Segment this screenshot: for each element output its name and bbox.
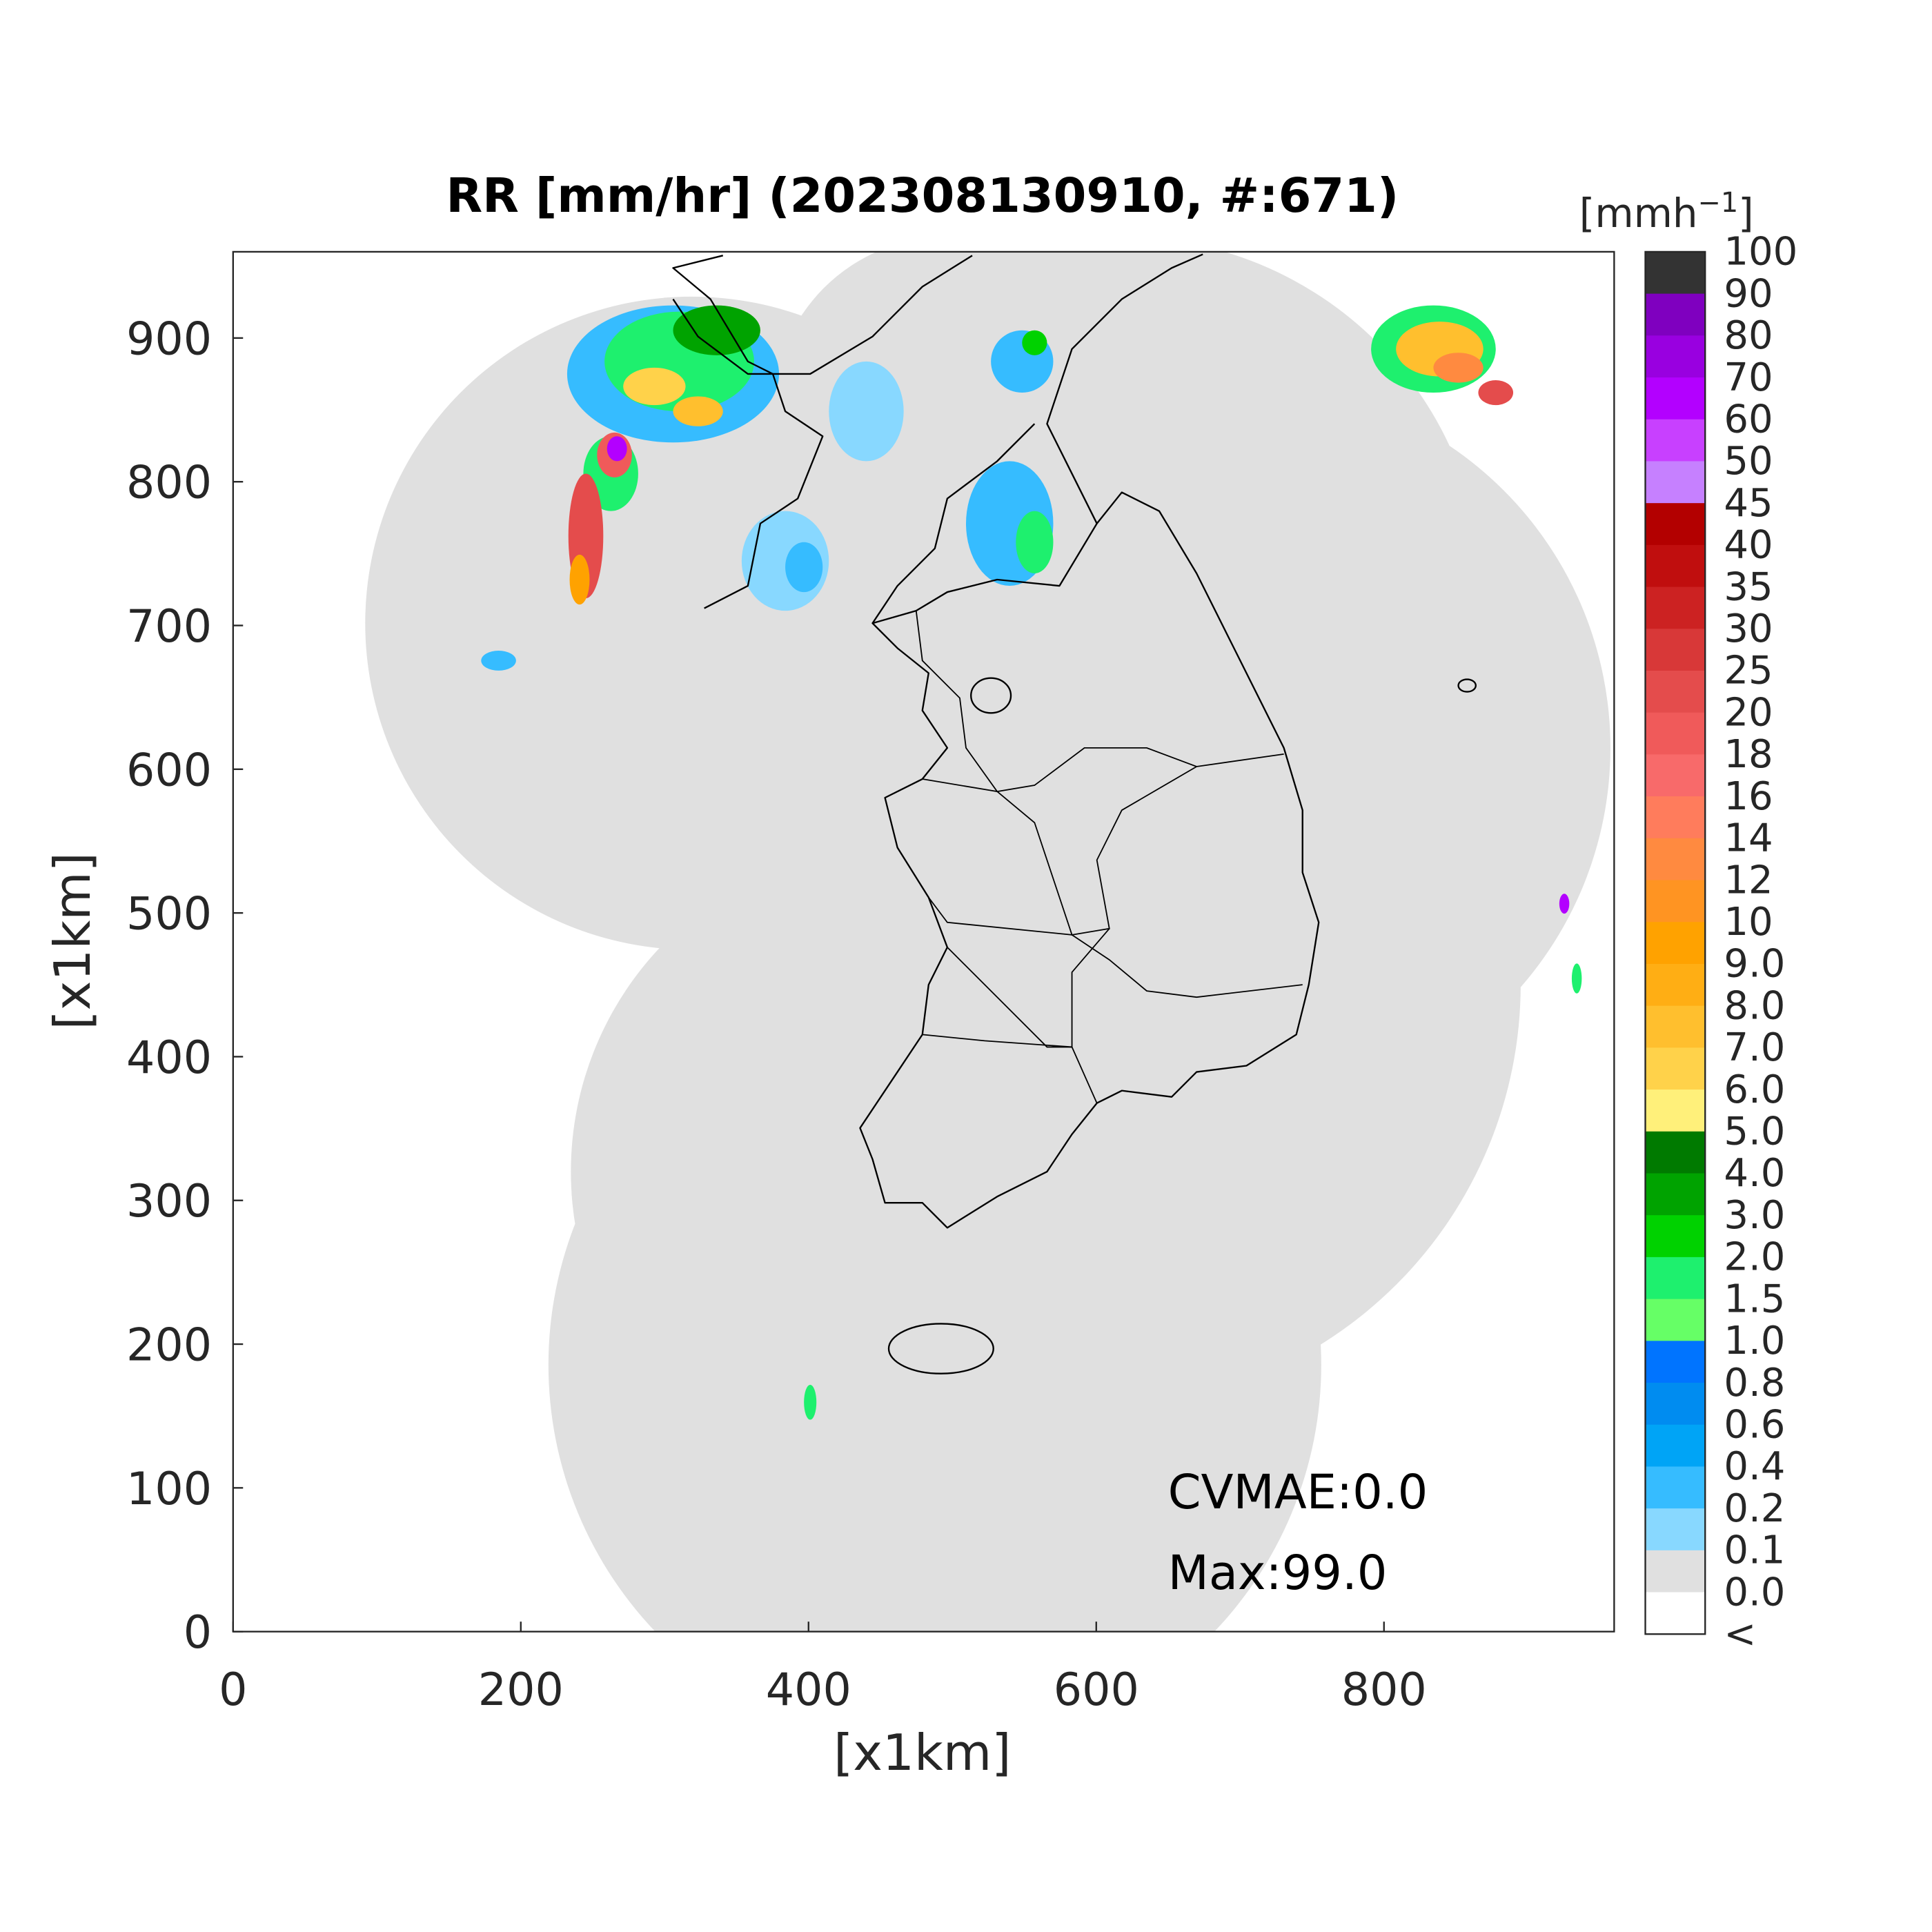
colorbar-label: 90: [1724, 271, 1773, 316]
x-tick-label: 400: [766, 1664, 851, 1716]
colorbar-bin: [1645, 1256, 1706, 1300]
province-borders: [915, 611, 1303, 1104]
precipitation: [481, 305, 1582, 1420]
colorbar-label: 60: [1724, 397, 1773, 442]
x-tick-label: 200: [478, 1664, 564, 1716]
x-tick-label: 600: [1054, 1664, 1139, 1716]
colorbar-bin: [1645, 1090, 1706, 1132]
colorbar-bin: [1645, 796, 1706, 839]
colorbar-label: 4.0: [1724, 1151, 1785, 1196]
colorbar-bin: [1645, 335, 1706, 378]
y-tick-label: 900: [126, 313, 212, 365]
colorbar-label: 80: [1724, 313, 1773, 358]
annotation: Max:99.0: [1168, 1546, 1388, 1601]
colorbar-label: 0.6: [1724, 1402, 1785, 1447]
y-tick-label: 200: [126, 1320, 212, 1372]
colorbar-bin: [1645, 963, 1706, 1007]
colorbar-label: 1.0: [1724, 1319, 1785, 1363]
y-tick-label: 0: [184, 1607, 212, 1659]
colorbar-label: 50: [1724, 439, 1773, 484]
colorbar-label: 5.0: [1724, 1110, 1785, 1154]
colorbar-bin: [1645, 1550, 1706, 1593]
colorbar-label: 40: [1724, 523, 1773, 568]
colorbar-bin: [1645, 1508, 1706, 1551]
x-axis-label: [x1km]: [834, 1724, 1011, 1782]
colorbar-bin: [1645, 1299, 1706, 1342]
colorbar-bin: [1645, 544, 1706, 588]
colorbar-label: 10: [1724, 900, 1773, 945]
colorbar-bin: [1645, 1047, 1706, 1090]
title: RR [mm/hr] (202308130910, #:671): [446, 168, 1399, 224]
colorbar-bin: [1645, 419, 1706, 462]
colorbar-label: 18: [1724, 732, 1773, 777]
plot-frame: [232, 250, 1615, 1633]
colorbar-bin: [1645, 503, 1706, 546]
colorbar-label: 0.1: [1724, 1528, 1785, 1573]
x-tick-label: 0: [219, 1664, 247, 1716]
y-tick-label: 300: [126, 1176, 212, 1228]
colorbar-bin: [1645, 251, 1706, 295]
colorbar-label: 3.0: [1724, 1193, 1785, 1238]
colorbar-label: 0.2: [1724, 1486, 1785, 1531]
colorbar-label: 1.5: [1724, 1276, 1785, 1321]
y-tick-label: 100: [126, 1463, 212, 1515]
colorbar-bin: [1645, 712, 1706, 756]
colorbar-bin: [1645, 1131, 1706, 1174]
colorbar-label: <: [1724, 1612, 1756, 1657]
colorbar-bin: [1645, 1466, 1706, 1510]
colorbar-label: 9.0: [1724, 942, 1785, 987]
colorbar-label: 20: [1724, 690, 1773, 735]
colorbar-label: 35: [1724, 564, 1773, 609]
colorbar-bin: [1645, 880, 1706, 923]
colorbar-bin: [1645, 922, 1706, 965]
y-tick-label: 600: [126, 745, 212, 796]
unit-close: ]: [1738, 190, 1754, 237]
colorbar-bin: [1645, 838, 1706, 881]
colorbar-bin: [1645, 293, 1706, 337]
colorbar-label: 25: [1724, 649, 1773, 693]
y-tick-label: 400: [126, 1032, 212, 1084]
colorbar-bin: [1645, 670, 1706, 713]
colorbar-label: 0.8: [1724, 1361, 1785, 1406]
colorbar-bin: [1645, 1215, 1706, 1258]
colorbar-bin: [1645, 1424, 1706, 1468]
colorbar-bin: [1645, 1592, 1706, 1635]
y-tick-label: 800: [126, 457, 212, 509]
colorbar-label: 6.0: [1724, 1067, 1785, 1112]
colorbar-label: 30: [1724, 607, 1773, 651]
colorbar-bin: [1645, 1341, 1706, 1383]
colorbar: 100908070605045403530252018161412109.08.…: [1644, 230, 1797, 1657]
unit-exponent: −1: [1698, 187, 1739, 219]
x-tick-label: 800: [1341, 1664, 1427, 1716]
colorbar-label: 8.0: [1724, 983, 1785, 1028]
colorbar-label: 0.0: [1724, 1570, 1785, 1615]
colorbar-label: 2.0: [1724, 1235, 1785, 1280]
colorbar-bin: [1645, 461, 1706, 504]
colorbar-label: 14: [1724, 816, 1773, 861]
colorbar-unit: [mmh−1]: [1579, 187, 1754, 237]
colorbar-label: 7.0: [1724, 1025, 1785, 1070]
y-tick-label: 700: [126, 601, 212, 653]
annotation: CVMAE:0.0: [1168, 1465, 1428, 1520]
colorbar-bin: [1645, 377, 1706, 420]
colorbar-bin: [1645, 586, 1706, 630]
colorbar-label: 100: [1724, 230, 1797, 275]
y-tick-label: 500: [126, 889, 212, 940]
colorbar-label: 45: [1724, 481, 1773, 526]
colorbar-bin: [1645, 1173, 1706, 1216]
colorbar-label: 70: [1724, 355, 1773, 400]
colorbar-frame: [1644, 250, 1706, 1635]
colorbar-label: 0.4: [1724, 1444, 1785, 1489]
colorbar-label: 16: [1724, 774, 1773, 819]
radar-map: [365, 251, 1610, 1632]
colorbar-bin: [1645, 754, 1706, 798]
colorbar-bin: [1645, 1005, 1706, 1049]
colorbar-bin: [1645, 1383, 1706, 1426]
unit-base: [mmh: [1579, 190, 1698, 237]
coastline: [672, 253, 1477, 1374]
y-axis-label: [x1km]: [44, 852, 102, 1029]
colorbar-bin: [1645, 629, 1706, 671]
colorbar-label: 12: [1724, 858, 1773, 903]
